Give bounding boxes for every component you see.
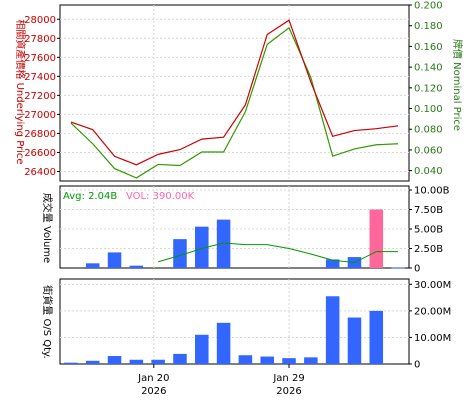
volume-tick-label: 5.00B [414, 225, 443, 236]
outstanding-tick-label: 30.00M [414, 280, 451, 291]
right-tick-label: 0.080 [414, 125, 443, 136]
volume-tick-label: 0 [414, 264, 420, 275]
volume-average-line [158, 242, 399, 264]
outstanding-axis-title: 街貨量 O/S Qty. [41, 285, 54, 358]
right-tick-label: 0.100 [414, 104, 443, 115]
outstanding-bar [260, 356, 274, 364]
outstanding-bar [369, 310, 384, 364]
volume-tick-label: 10.00B [414, 186, 450, 197]
right-tick-label: 0.060 [414, 145, 443, 156]
outstanding-bar [107, 356, 122, 364]
left-tick-label: 26400 [24, 167, 56, 178]
volume-tick-label: 7.50B [414, 205, 443, 216]
outstanding-bar [151, 359, 165, 364]
outstanding-bar [325, 296, 340, 364]
nominal-price-axis-title: 牌價 Nominal Price [451, 39, 464, 131]
outstanding-bar [173, 353, 187, 364]
price-panel [59, 4, 410, 182]
volume-bar [173, 239, 187, 268]
volume-bar [216, 219, 231, 268]
nominal-price-line [70, 26, 399, 179]
outstanding-panel [59, 278, 410, 365]
volume-bar [195, 226, 209, 268]
volume-bar [391, 267, 405, 269]
left-tick-label: 27000 [24, 110, 56, 121]
left-tick-label: 26800 [24, 129, 56, 140]
volume-bar [369, 209, 384, 268]
right-tick-label: 0.180 [414, 21, 443, 32]
right-tick-label: 0.200 [414, 1, 443, 12]
right-tick-label: 0.140 [414, 63, 443, 74]
underlying-price-line [70, 19, 399, 166]
volume-tick-label: 2.50B [414, 244, 443, 255]
date-label: Jan 29 [272, 373, 304, 384]
left-tick-label: 28000 [24, 15, 56, 26]
left-tick-label: 27400 [24, 72, 56, 83]
volume-bar [85, 263, 100, 268]
date-label: Jan 20 [137, 373, 169, 384]
volume-panel [59, 185, 410, 269]
right-tick-label: 0.040 [414, 166, 443, 177]
volume-vol-legend: VOL: 390.00K [126, 191, 195, 202]
outstanding-bar [304, 357, 318, 364]
volume-bar [129, 265, 144, 268]
year-label: 2026 [276, 386, 301, 397]
volume-bar [325, 259, 340, 268]
left-tick-label: 27800 [24, 34, 56, 45]
outstanding-tick-label: 0 [414, 360, 420, 371]
volume-avg-legend: Avg: 2.04B [63, 191, 117, 202]
underlying-price-axis-title: 相關資產價格 Underlying Price [14, 19, 27, 164]
left-tick-label: 27600 [24, 53, 56, 64]
right-tick-label: 0.120 [414, 83, 443, 94]
outstanding-bar [85, 360, 100, 364]
outstanding-tick-label: 20.00M [414, 306, 451, 317]
left-tick-label: 26600 [24, 148, 56, 159]
outstanding-tick-label: 10.00M [414, 333, 451, 344]
outstanding-bar [129, 359, 144, 364]
outstanding-bar [238, 355, 253, 364]
year-label: 2026 [141, 386, 166, 397]
volume-bar [107, 252, 122, 268]
outstanding-bar [282, 358, 296, 364]
outstanding-bar [216, 322, 231, 364]
volume-axis-title: 成交量 Volume [41, 193, 54, 263]
left-tick-label: 27200 [24, 91, 56, 102]
outstanding-bar [64, 362, 78, 364]
outstanding-bar [195, 334, 209, 364]
right-tick-label: 0.160 [414, 42, 443, 53]
outstanding-bar [347, 317, 362, 364]
